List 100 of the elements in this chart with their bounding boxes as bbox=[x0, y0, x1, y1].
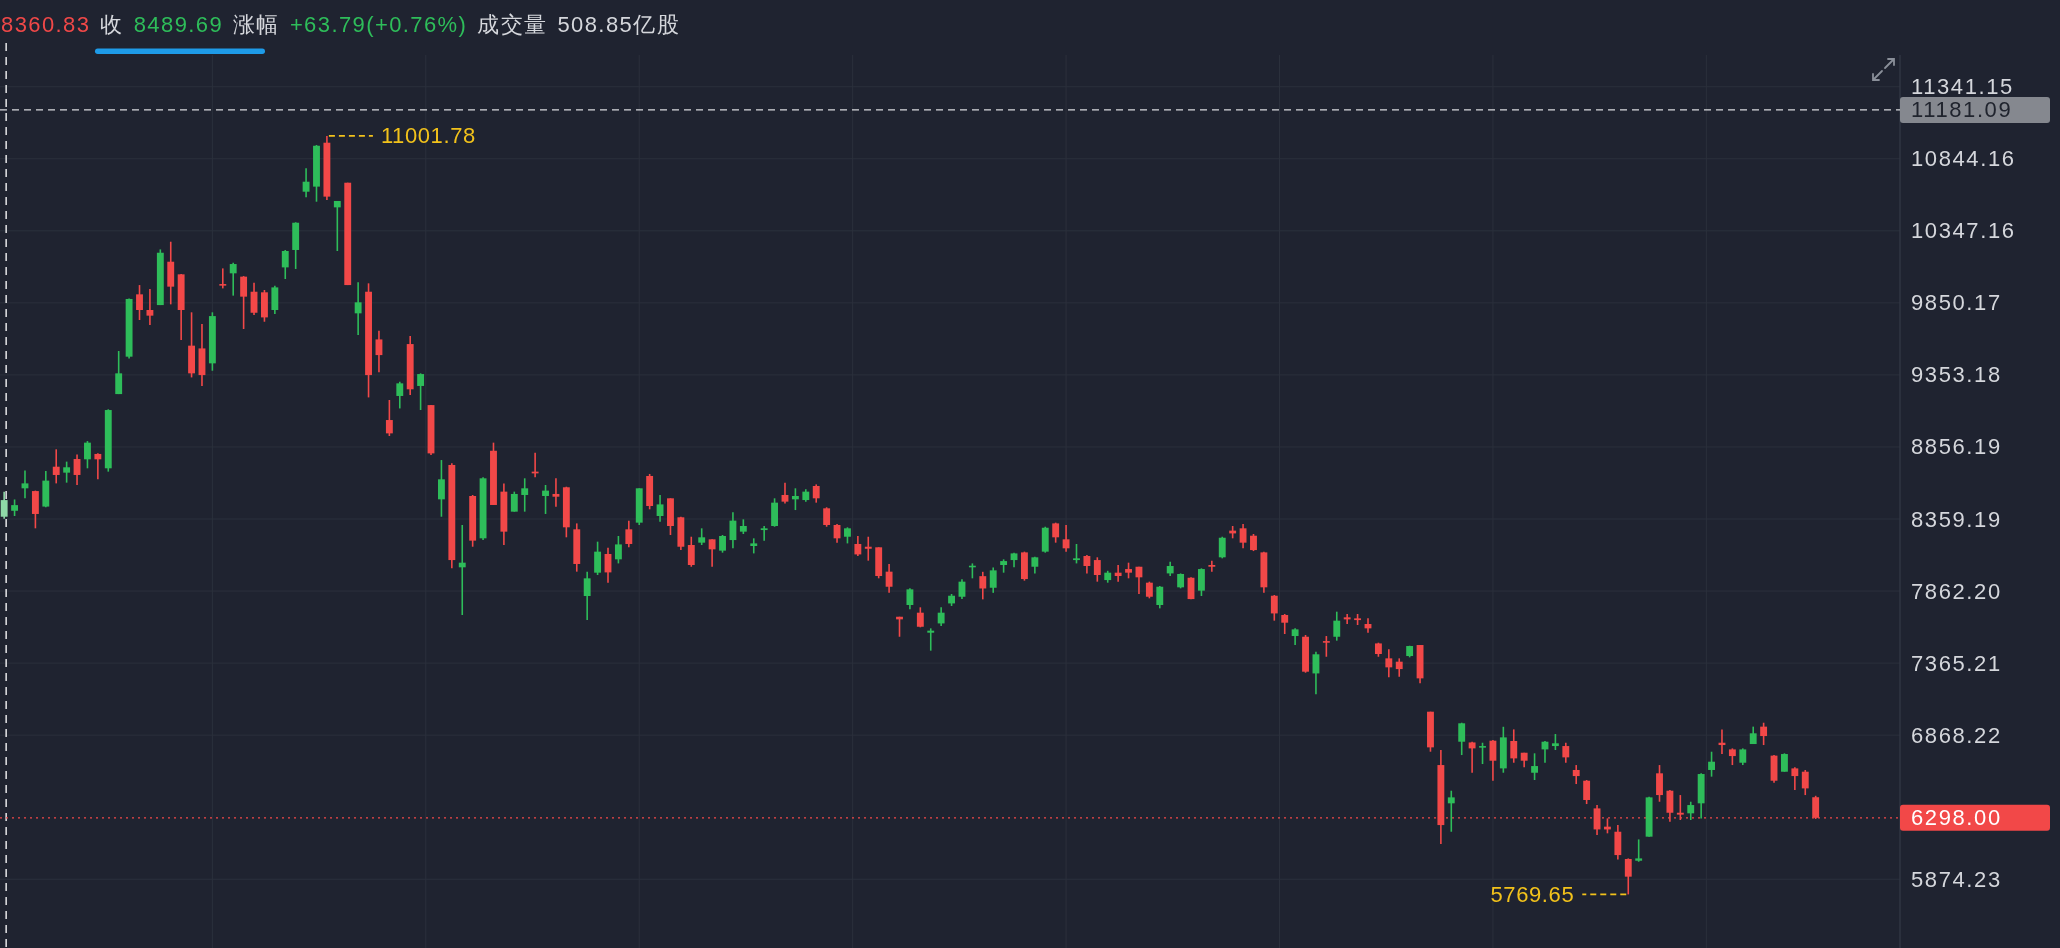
candlestick bbox=[583, 570, 591, 621]
candlestick bbox=[979, 571, 987, 601]
candlestick bbox=[1458, 721, 1466, 756]
candlestick bbox=[333, 200, 341, 252]
candlestick bbox=[1510, 728, 1518, 764]
candlestick bbox=[1156, 585, 1164, 610]
ref-line-label: 6298.00 bbox=[1911, 805, 2002, 831]
candlestick bbox=[729, 511, 737, 550]
y-tick-label: 9353.18 bbox=[1911, 362, 2002, 388]
candlestick bbox=[1624, 857, 1632, 896]
candlestick bbox=[864, 535, 872, 562]
candlestick bbox=[1614, 824, 1622, 861]
candlestick bbox=[1270, 594, 1278, 622]
candlestick bbox=[115, 350, 123, 395]
candlestick bbox=[417, 372, 425, 411]
candlestick bbox=[302, 167, 310, 199]
candlestick bbox=[1041, 525, 1049, 554]
candlestick bbox=[760, 525, 768, 542]
y-tick-label: 5874.23 bbox=[1911, 866, 2002, 892]
candlestick bbox=[1583, 779, 1591, 805]
candlestick bbox=[1447, 789, 1455, 833]
candlestick bbox=[1197, 567, 1205, 597]
candlestick bbox=[1468, 740, 1476, 774]
y-tick-label: 10844.16 bbox=[1911, 146, 2016, 172]
candlestick bbox=[812, 483, 820, 504]
candlestick bbox=[1114, 564, 1122, 583]
y-tick-label: 9850.17 bbox=[1911, 290, 2002, 316]
candlestick bbox=[1572, 764, 1580, 785]
candlestick bbox=[1218, 535, 1226, 560]
y-tick-label: 8359.19 bbox=[1911, 506, 2002, 532]
candlestick bbox=[1489, 739, 1497, 782]
ref-line-label: 11181.09 bbox=[1911, 97, 2013, 123]
y-tick-label: 6868.22 bbox=[1911, 722, 2002, 748]
candlestick bbox=[94, 452, 102, 481]
candlestick bbox=[1322, 635, 1330, 658]
candlestick bbox=[84, 440, 91, 470]
candlestick bbox=[1687, 800, 1695, 821]
candlestick bbox=[1083, 554, 1091, 575]
y-tick-label: 7365.21 bbox=[1911, 650, 2002, 676]
candlestick bbox=[854, 535, 862, 557]
candlestick bbox=[0, 490, 8, 520]
y-tick-label: 10347.16 bbox=[1911, 218, 2016, 244]
candlestick bbox=[1385, 648, 1393, 679]
candlestick bbox=[1395, 657, 1403, 678]
candlestick bbox=[781, 481, 789, 505]
candlestick bbox=[1073, 543, 1080, 565]
candlestick bbox=[1093, 556, 1101, 583]
candlestick bbox=[937, 606, 945, 627]
candlestick bbox=[791, 487, 799, 511]
y-tick-label: 11341.15 bbox=[1911, 74, 2014, 100]
candlestick bbox=[63, 460, 71, 484]
candlestick bbox=[136, 284, 143, 321]
candlestick bbox=[1801, 769, 1809, 796]
candlestick bbox=[510, 490, 518, 513]
candlestick bbox=[52, 448, 60, 485]
candlestick bbox=[1656, 764, 1663, 803]
candlestick bbox=[1760, 721, 1768, 746]
candlestick bbox=[927, 627, 935, 652]
candlestick bbox=[750, 537, 758, 555]
candlestick bbox=[989, 566, 997, 594]
candlestick bbox=[542, 484, 549, 515]
candlestick bbox=[354, 281, 362, 336]
candlestick bbox=[1708, 750, 1715, 778]
candlestick bbox=[1333, 610, 1341, 642]
annotation: 11001.78 bbox=[380, 123, 476, 149]
candlestick bbox=[1562, 741, 1570, 764]
candlestick bbox=[1635, 838, 1643, 863]
y-tick-label: 8856.19 bbox=[1911, 434, 2002, 460]
candlestick bbox=[906, 587, 914, 611]
candlestick bbox=[1281, 613, 1289, 635]
candlestick bbox=[823, 506, 831, 528]
candlestick bbox=[31, 489, 39, 530]
candlestick bbox=[885, 563, 893, 594]
candlestick bbox=[771, 497, 779, 528]
candlestick bbox=[687, 535, 695, 568]
annotation: 5769.65 bbox=[1490, 881, 1575, 907]
candlestick bbox=[614, 535, 622, 565]
candlestick bbox=[281, 249, 289, 280]
candlestick bbox=[1479, 741, 1486, 765]
candlestick bbox=[625, 519, 633, 549]
candlestick bbox=[708, 538, 716, 568]
candlestick bbox=[385, 399, 393, 437]
candlestick bbox=[1208, 559, 1216, 573]
candlestick bbox=[396, 380, 404, 410]
candlestick bbox=[1343, 613, 1351, 625]
y-tick-label: 7862.20 bbox=[1911, 578, 2002, 604]
candlestick bbox=[1781, 752, 1788, 773]
chart-title: 8360.83 收 8489.69 涨幅 +63.79(+0.76%) 成交量 508.85亿股 bbox=[1, 11, 680, 37]
candlestick bbox=[1791, 766, 1799, 791]
candlestick bbox=[552, 477, 560, 508]
candlestick bbox=[271, 284, 279, 315]
candlestick bbox=[656, 494, 664, 523]
candlestick bbox=[1062, 524, 1070, 553]
candlestick bbox=[437, 459, 445, 518]
candlestick bbox=[229, 261, 237, 297]
candlestick bbox=[219, 267, 227, 290]
candlestick bbox=[594, 540, 602, 576]
candlestick bbox=[240, 275, 248, 330]
candlestick bbox=[146, 288, 154, 326]
candlestick bbox=[521, 477, 529, 513]
